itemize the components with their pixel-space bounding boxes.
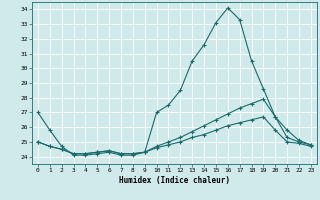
X-axis label: Humidex (Indice chaleur): Humidex (Indice chaleur) (119, 176, 230, 185)
